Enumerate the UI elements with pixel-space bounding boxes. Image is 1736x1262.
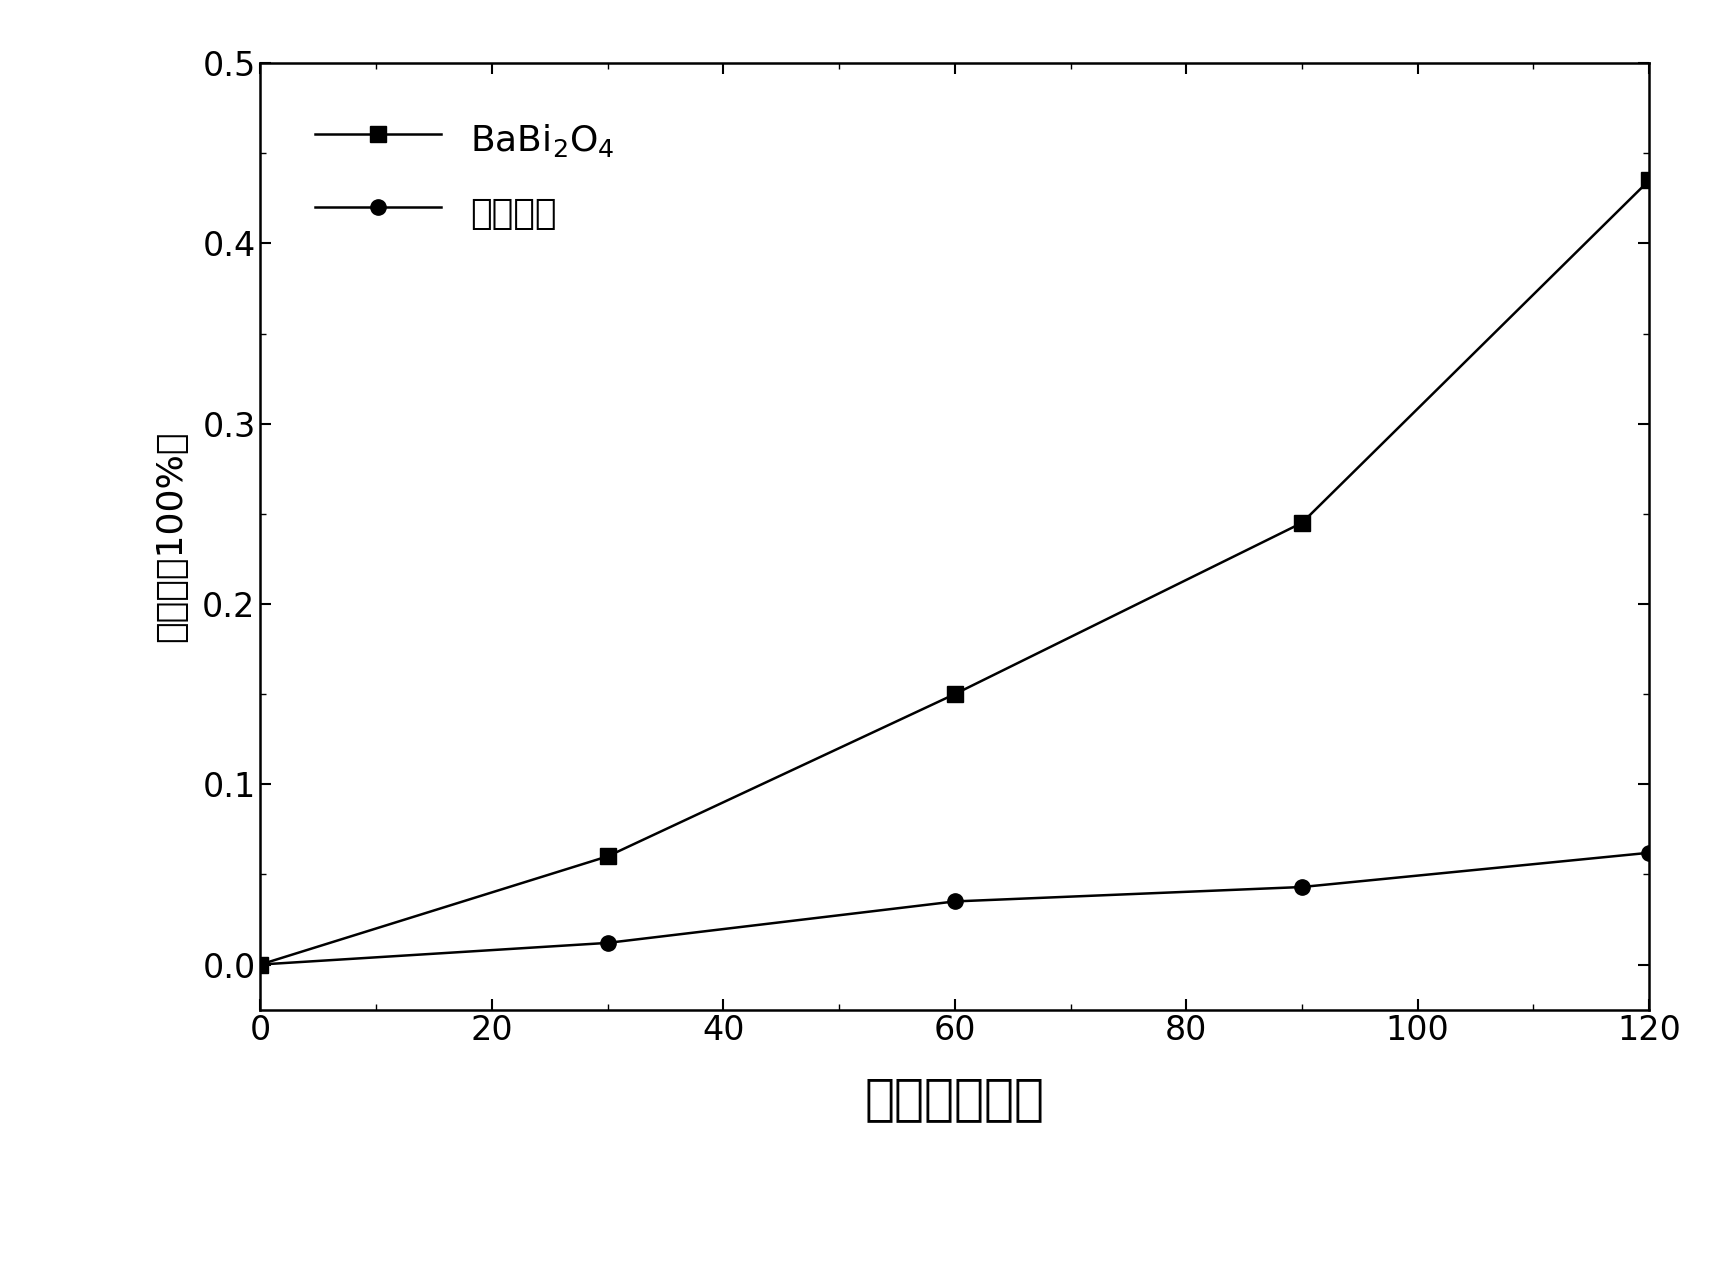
Y-axis label: 脱色率（100%）: 脱色率（100%） [155,430,187,642]
Legend: BaBi$_2$O$_4$, 空白样品: BaBi$_2$O$_4$, 空白样品 [278,81,651,270]
X-axis label: 时间（分钟）: 时间（分钟） [865,1075,1045,1123]
